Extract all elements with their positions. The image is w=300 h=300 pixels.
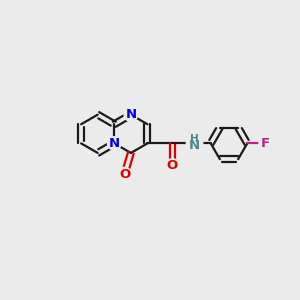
Text: O: O bbox=[119, 168, 130, 181]
Text: O: O bbox=[167, 159, 178, 172]
Text: N: N bbox=[125, 108, 136, 121]
Circle shape bbox=[166, 159, 179, 172]
Text: N: N bbox=[109, 137, 120, 150]
Circle shape bbox=[124, 108, 138, 122]
Circle shape bbox=[186, 135, 203, 152]
Circle shape bbox=[118, 167, 131, 181]
Text: N: N bbox=[189, 139, 200, 152]
Text: F: F bbox=[261, 137, 270, 150]
Circle shape bbox=[259, 137, 272, 150]
Text: H: H bbox=[190, 134, 199, 144]
Circle shape bbox=[107, 136, 121, 150]
